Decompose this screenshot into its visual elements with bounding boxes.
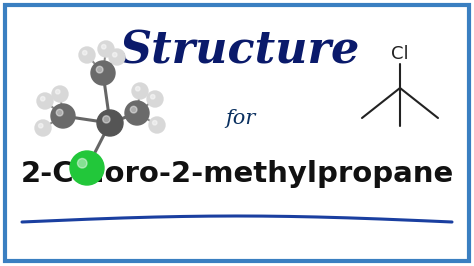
Text: 2-Chloro-2-methylpropane: 2-Chloro-2-methylpropane bbox=[20, 160, 454, 188]
Circle shape bbox=[55, 90, 60, 94]
Circle shape bbox=[149, 117, 165, 133]
Text: Cl: Cl bbox=[391, 45, 409, 63]
Circle shape bbox=[109, 49, 125, 65]
Circle shape bbox=[79, 47, 95, 63]
Circle shape bbox=[35, 120, 51, 136]
Circle shape bbox=[151, 94, 155, 99]
Circle shape bbox=[147, 91, 163, 107]
Circle shape bbox=[97, 110, 123, 136]
Circle shape bbox=[112, 52, 117, 57]
Circle shape bbox=[51, 104, 75, 128]
Text: for: for bbox=[225, 109, 255, 127]
Circle shape bbox=[132, 83, 148, 99]
Circle shape bbox=[98, 41, 114, 57]
Text: Structure: Structure bbox=[120, 30, 360, 73]
Circle shape bbox=[136, 86, 140, 91]
Circle shape bbox=[130, 106, 137, 113]
Circle shape bbox=[91, 61, 115, 85]
Circle shape bbox=[125, 101, 149, 125]
Circle shape bbox=[56, 109, 63, 116]
Circle shape bbox=[82, 51, 87, 55]
Circle shape bbox=[52, 86, 68, 102]
Circle shape bbox=[40, 97, 45, 101]
Circle shape bbox=[37, 93, 53, 109]
Circle shape bbox=[38, 123, 43, 128]
Circle shape bbox=[96, 66, 103, 73]
Circle shape bbox=[153, 120, 157, 125]
Circle shape bbox=[103, 116, 110, 123]
Circle shape bbox=[101, 44, 106, 49]
Circle shape bbox=[77, 159, 87, 168]
Circle shape bbox=[70, 151, 104, 185]
